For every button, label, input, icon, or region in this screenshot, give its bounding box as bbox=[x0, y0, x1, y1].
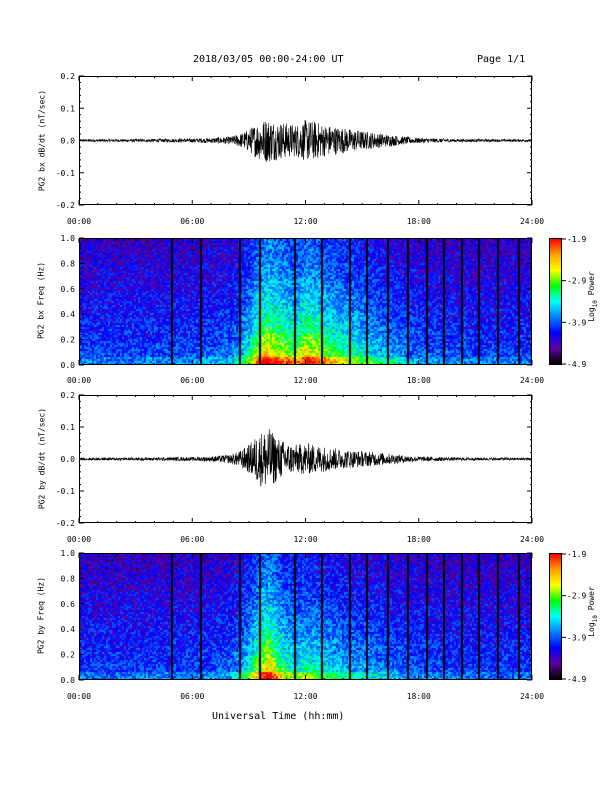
bx-spectrogram bbox=[79, 238, 532, 365]
y-tick-label: 0.0 bbox=[61, 137, 76, 146]
x-tick-label: 24:00 bbox=[520, 217, 544, 226]
y-tick-label: 0.2 bbox=[61, 651, 76, 660]
y-tick-label: -0.2 bbox=[56, 519, 75, 528]
y-tick-label: 0.2 bbox=[61, 336, 76, 345]
y-tick-label: 0.4 bbox=[61, 625, 76, 634]
colorbar-tick-label: -2.9 bbox=[567, 592, 586, 601]
x-tick-label: 18:00 bbox=[407, 376, 431, 385]
y-tick-label: 1.0 bbox=[61, 549, 76, 558]
x-tick-label: 06:00 bbox=[180, 217, 204, 226]
page-title: 2018/03/05 00:00-24:00 UT bbox=[193, 54, 344, 65]
colorbar-tick-label: -4.9 bbox=[567, 360, 586, 369]
x-tick-label: 24:00 bbox=[520, 535, 544, 544]
x-tick-label: 06:00 bbox=[180, 535, 204, 544]
x-tick-label: 12:00 bbox=[293, 376, 317, 385]
page-number: Page 1/1 bbox=[477, 54, 526, 65]
by-colorbar bbox=[549, 553, 562, 680]
x-tick-label: 00:00 bbox=[67, 535, 91, 544]
y-tick-label: 0.1 bbox=[61, 104, 76, 113]
by-spectrogram bbox=[79, 553, 532, 680]
colorbar-tick-label: -1.9 bbox=[567, 235, 586, 244]
y-tick-label: 0.2 bbox=[61, 391, 76, 400]
colorbar-tick-label: -4.9 bbox=[567, 675, 586, 684]
y-tick-label: 0.0 bbox=[61, 676, 76, 685]
y-tick-label: 0.0 bbox=[61, 361, 76, 370]
colorbar-tick-label: -3.9 bbox=[567, 633, 586, 642]
y-tick-label: -0.2 bbox=[56, 201, 75, 210]
x-tick-label: 00:00 bbox=[67, 692, 91, 701]
y-tick-label: 0.2 bbox=[61, 72, 76, 81]
x-tick-label: 24:00 bbox=[520, 376, 544, 385]
bx-colorbar bbox=[549, 238, 562, 365]
y-tick-label: 0.6 bbox=[61, 285, 76, 294]
y-tick-label: 0.8 bbox=[61, 259, 76, 268]
x-axis-title: Universal Time (hh:mm) bbox=[212, 711, 345, 722]
x-tick-label: 18:00 bbox=[407, 535, 431, 544]
x-tick-label: 12:00 bbox=[293, 217, 317, 226]
y-tick-label: -0.1 bbox=[56, 487, 75, 496]
y-tick-label: 0.1 bbox=[61, 423, 76, 432]
x-tick-label: 18:00 bbox=[407, 692, 431, 701]
y-tick-label: 0.8 bbox=[61, 574, 76, 583]
x-tick-label: 18:00 bbox=[407, 217, 431, 226]
y-tick-label: 0.6 bbox=[61, 600, 76, 609]
x-tick-label: 24:00 bbox=[520, 692, 544, 701]
colorbar-tick-label: -1.9 bbox=[567, 550, 586, 559]
y-tick-label: 0.4 bbox=[61, 310, 76, 319]
colorbar-tick-label: -2.9 bbox=[567, 277, 586, 286]
waveform-trace bbox=[78, 429, 533, 487]
y-tick-label: -0.1 bbox=[56, 169, 75, 178]
y-tick-label: 1.0 bbox=[61, 234, 76, 243]
x-tick-label: 12:00 bbox=[293, 692, 317, 701]
x-tick-label: 06:00 bbox=[180, 692, 204, 701]
colorbar-tick-label: -3.9 bbox=[567, 318, 586, 327]
x-tick-label: 00:00 bbox=[67, 217, 91, 226]
y-tick-label: 0.0 bbox=[61, 455, 76, 464]
x-tick-label: 12:00 bbox=[293, 535, 317, 544]
waveform-trace bbox=[78, 119, 533, 163]
x-tick-label: 00:00 bbox=[67, 376, 91, 385]
x-tick-label: 06:00 bbox=[180, 376, 204, 385]
